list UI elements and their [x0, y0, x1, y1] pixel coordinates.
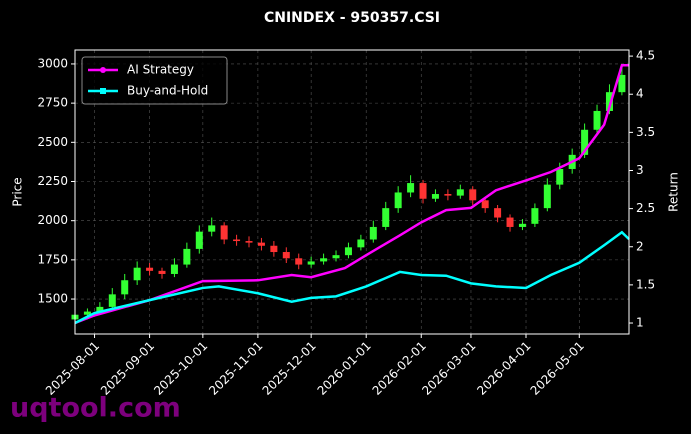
- y-tick-label: 3000: [37, 56, 68, 70]
- candle-body: [481, 200, 489, 209]
- legend-label: AI Strategy: [127, 63, 194, 77]
- y2-tick-label: 4: [636, 87, 644, 101]
- candle-body: [233, 239, 241, 242]
- candle-body: [295, 258, 303, 265]
- candle-body: [494, 208, 502, 218]
- y-tick-label: 1750: [37, 252, 68, 266]
- candle-body: [320, 258, 328, 262]
- line-series: [74, 64, 629, 325]
- candle-body: [332, 255, 340, 259]
- candle-body: [419, 183, 427, 199]
- candle-body: [344, 247, 352, 256]
- x-tick-label: 2025-10-01: [151, 339, 210, 398]
- candle-body: [556, 168, 564, 185]
- candle-body: [158, 270, 166, 274]
- y2-tick-label: 2.5: [636, 201, 655, 215]
- candle-body: [96, 306, 104, 312]
- chart-title: CNINDEX - 950357.CSI: [264, 10, 440, 26]
- candle-body: [593, 110, 601, 130]
- candle-body: [518, 223, 526, 227]
- candle-body: [456, 189, 464, 196]
- candle-body: [369, 226, 377, 240]
- y-tick-label: 2250: [37, 174, 68, 188]
- candle-body: [108, 294, 116, 307]
- candle-body: [133, 267, 141, 281]
- candle-body: [245, 241, 253, 243]
- y-tick-label: 2750: [37, 96, 68, 110]
- candle-body: [146, 267, 154, 271]
- y2-tick-label: 1: [636, 316, 644, 330]
- candle-body: [270, 245, 278, 253]
- legend-marker: [100, 88, 106, 94]
- y2-tick-label: 4.5: [636, 49, 655, 63]
- y2-tick-label: 1.5: [636, 277, 655, 291]
- candle-body: [431, 194, 439, 199]
- candle-body: [170, 264, 178, 274]
- candle-body: [121, 280, 129, 295]
- candle-body: [394, 192, 402, 209]
- watermark: uqtool.com: [10, 393, 181, 424]
- candle-body: [83, 311, 91, 315]
- candle-body: [605, 92, 613, 111]
- candle-body: [506, 217, 514, 227]
- x-tick-label: 2025-11-01: [206, 339, 265, 398]
- x-tick-label: 2025-09-01: [98, 339, 157, 398]
- x-tick-label: 2025-08-01: [43, 339, 102, 398]
- candle-body: [543, 184, 551, 209]
- line-series: [74, 230, 630, 325]
- y2-axis-label: Return: [667, 172, 681, 212]
- candle-body: [183, 248, 191, 265]
- legend-marker: [100, 67, 106, 73]
- legend-label: Buy-and-Hold: [127, 84, 208, 98]
- y-tick-label: 1500: [37, 292, 68, 306]
- candle-body: [220, 225, 228, 240]
- candle-body: [618, 74, 626, 93]
- candle-body: [282, 252, 290, 259]
- candle-body: [407, 183, 415, 193]
- x-tick-label: 2025-12-01: [260, 339, 319, 398]
- x-tick-label: 2026-03-01: [419, 339, 478, 398]
- candle-body: [257, 242, 265, 246]
- candle-body: [382, 208, 390, 227]
- y-axis-label: Price: [11, 177, 25, 206]
- x-tick-label: 2026-01-01: [315, 339, 374, 398]
- candle-body: [531, 208, 539, 224]
- y-tick-label: 2000: [37, 213, 68, 227]
- candle-body: [208, 225, 216, 232]
- y2-tick-label: 2: [636, 239, 644, 253]
- x-tick-label: 2026-05-01: [528, 339, 587, 398]
- candle-body: [357, 239, 365, 248]
- candle-body: [581, 129, 589, 155]
- plot-frame: [74, 49, 630, 335]
- legend-box: [81, 56, 228, 105]
- candle-body: [469, 189, 477, 201]
- y-tick-label: 2500: [37, 135, 68, 149]
- candle-body: [195, 231, 203, 249]
- candle-body: [444, 194, 452, 196]
- candle-body: [307, 261, 315, 265]
- x-tick-label: 2026-04-01: [474, 339, 533, 398]
- y2-tick-label: 3: [636, 163, 644, 177]
- y2-tick-label: 3.5: [636, 125, 655, 139]
